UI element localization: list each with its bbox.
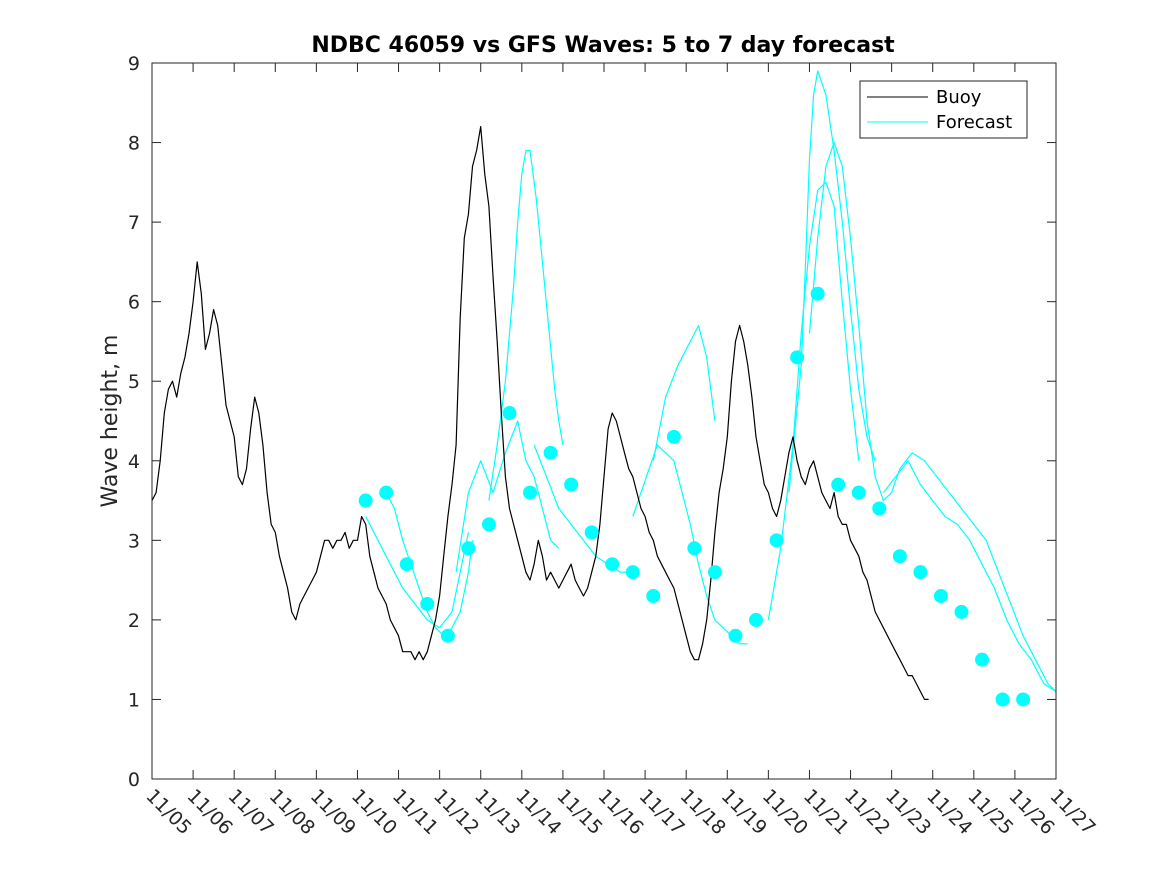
forecast-marker bbox=[625, 565, 640, 580]
forecast-marker bbox=[666, 429, 681, 444]
x-tick-label: 11/09 bbox=[306, 785, 360, 839]
forecast-line-10 bbox=[882, 460, 1056, 693]
buoy-line bbox=[152, 126, 929, 700]
legend: Buoy Forecast bbox=[859, 80, 1028, 139]
forecast-line-9 bbox=[808, 142, 1056, 692]
y-tick-label: 5 bbox=[128, 371, 140, 393]
forecast-marker bbox=[831, 477, 846, 492]
forecast-marker bbox=[584, 525, 599, 540]
forecast-line-1 bbox=[365, 516, 469, 629]
y-tick-label: 2 bbox=[128, 610, 140, 632]
forecast-marker bbox=[749, 612, 764, 627]
forecast-marker bbox=[420, 596, 435, 611]
x-tick-label: 11/07 bbox=[224, 785, 278, 839]
forecast-line-2 bbox=[455, 420, 560, 573]
forecast-line-3 bbox=[488, 149, 564, 501]
x-tick-label: 11/08 bbox=[265, 785, 319, 839]
forecast-marker bbox=[646, 589, 661, 604]
x-tick-label: 11/10 bbox=[347, 785, 401, 839]
forecast-marker bbox=[543, 445, 558, 460]
x-tick-label: 11/24 bbox=[922, 785, 976, 839]
y-tick-label: 1 bbox=[128, 689, 140, 711]
forecast-marker bbox=[975, 652, 990, 667]
forecast-marker bbox=[481, 517, 496, 532]
x-tick-label: 11/13 bbox=[470, 785, 524, 839]
forecast-marker bbox=[995, 692, 1010, 707]
legend-forecast-label: Forecast bbox=[936, 112, 1012, 133]
forecast-marker bbox=[954, 604, 969, 619]
x-tick-label: 11/22 bbox=[840, 785, 894, 839]
forecast-marker bbox=[790, 350, 805, 365]
x-tick-label: 11/16 bbox=[593, 785, 647, 839]
y-tick-label: 6 bbox=[128, 292, 140, 314]
forecast-line-6 bbox=[652, 324, 716, 461]
x-tick-label: 11/17 bbox=[635, 785, 689, 839]
forecast-marker bbox=[687, 541, 702, 556]
x-tick-label: 11/23 bbox=[881, 785, 935, 839]
forecast-marker bbox=[707, 565, 722, 580]
x-tick-label: 11/06 bbox=[183, 785, 237, 839]
forecast-marker bbox=[1016, 692, 1031, 707]
forecast-marker bbox=[769, 533, 784, 548]
y-axis-label: Wave height, m bbox=[98, 335, 123, 508]
forecast-line-0 bbox=[385, 492, 474, 637]
x-tick-label: 11/15 bbox=[552, 785, 606, 839]
forecast-marker bbox=[728, 628, 743, 643]
forecast-marker bbox=[872, 501, 887, 516]
x-tick-label: 11/25 bbox=[963, 785, 1017, 839]
y-tick-label: 8 bbox=[128, 133, 140, 155]
y-tick-label: 7 bbox=[128, 212, 140, 234]
x-tick-label: 11/20 bbox=[758, 785, 812, 839]
forecast-marker bbox=[933, 589, 948, 604]
x-tick-label: 11/14 bbox=[511, 785, 565, 839]
forecast-marker bbox=[502, 406, 517, 421]
forecast-marker bbox=[358, 493, 373, 508]
forecast-marker bbox=[379, 485, 394, 500]
chart-title: NDBC 46059 vs GFS Waves: 5 to 7 day fore… bbox=[311, 33, 895, 58]
legend-buoy-label: Buoy bbox=[936, 87, 982, 108]
forecast-marker bbox=[851, 485, 866, 500]
plot-area bbox=[152, 63, 1056, 779]
forecast-line-5 bbox=[632, 444, 748, 645]
forecast-marker bbox=[810, 286, 825, 301]
x-tick-label: 11/26 bbox=[1004, 785, 1058, 839]
x-tick-label: 11/11 bbox=[388, 785, 442, 839]
y-tick-label: 4 bbox=[128, 451, 140, 473]
forecast-marker bbox=[461, 541, 476, 556]
x-tick-label: 11/12 bbox=[429, 785, 483, 839]
y-tick-label: 0 bbox=[128, 769, 140, 791]
forecast-marker bbox=[913, 565, 928, 580]
forecast-line-8 bbox=[788, 70, 876, 493]
x-tick-label: 11/18 bbox=[676, 785, 730, 839]
forecast-marker bbox=[892, 549, 907, 564]
legend-box bbox=[859, 80, 1028, 139]
series-layer bbox=[152, 70, 1056, 700]
x-tick-label: 11/19 bbox=[717, 785, 771, 839]
forecast-marker bbox=[523, 485, 538, 500]
y-tick-label: 9 bbox=[128, 53, 140, 75]
forecast-marker bbox=[440, 628, 455, 643]
forecast-marker bbox=[605, 557, 620, 572]
forecast-line-7 bbox=[767, 181, 860, 621]
y-tick-label: 3 bbox=[128, 530, 140, 552]
forecast-marker bbox=[564, 477, 579, 492]
x-tick-label: 11/21 bbox=[799, 785, 853, 839]
marker-layer bbox=[358, 286, 1031, 707]
x-tick-label: 11/05 bbox=[141, 785, 195, 839]
x-tick-label: 11/27 bbox=[1045, 785, 1099, 839]
forecast-marker bbox=[399, 557, 414, 572]
